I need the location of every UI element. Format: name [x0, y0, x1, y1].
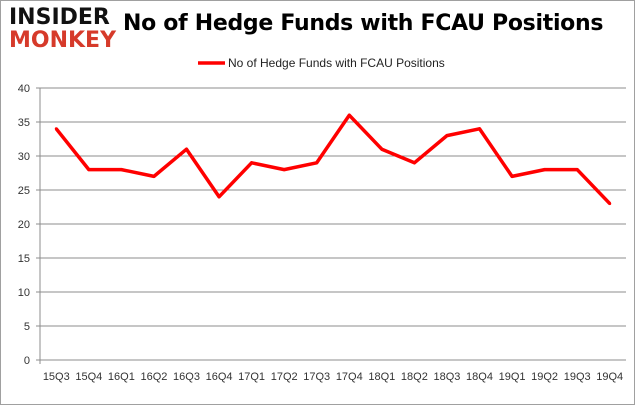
y-tick-label: 0	[24, 355, 30, 367]
insider-monkey-logo: INSIDER MONKEY	[9, 7, 119, 53]
data-point	[543, 168, 547, 172]
data-point	[478, 127, 481, 131]
x-tick-label: 15Q4	[75, 371, 102, 383]
x-tick-label: 16Q3	[173, 371, 200, 383]
y-tick-label: 15	[18, 253, 30, 265]
y-tick-label: 20	[18, 219, 30, 231]
data-point	[445, 134, 449, 138]
data-point	[282, 168, 286, 172]
x-tick-label: 16Q4	[206, 371, 233, 383]
data-point	[119, 168, 123, 172]
data-point	[185, 147, 188, 151]
data-point	[608, 202, 612, 206]
x-tick-label: 18Q3	[433, 371, 460, 383]
data-point	[87, 168, 91, 172]
x-tick-label: 17Q2	[271, 371, 298, 383]
x-tick-label: 18Q4	[466, 371, 493, 383]
data-point	[510, 174, 514, 178]
x-tick-label: 19Q2	[531, 371, 558, 383]
legend-label: No of Hedge Funds with FCAU Positions	[228, 56, 445, 70]
logo-line-2: MONKEY	[9, 28, 117, 53]
data-point	[347, 113, 351, 117]
logo-line-1: INSIDER	[9, 5, 110, 30]
y-tick-label: 40	[18, 83, 30, 95]
y-tick-label: 10	[18, 287, 30, 299]
y-tick-label: 30	[18, 151, 30, 163]
chart-title: No of Hedge Funds with FCAU Positions	[123, 11, 604, 36]
data-point	[250, 161, 254, 165]
data-point	[217, 195, 221, 199]
data-point	[315, 161, 319, 165]
data-point	[412, 161, 416, 165]
x-tick-label: 19Q4	[596, 371, 623, 383]
x-tick-label: 16Q1	[108, 371, 135, 383]
data-point	[380, 147, 384, 151]
data-point	[152, 174, 156, 178]
y-tick-label: 35	[18, 117, 30, 129]
x-tick-label: 17Q4	[336, 371, 363, 383]
data-point	[54, 127, 58, 131]
x-tick-label: 18Q2	[401, 371, 428, 383]
x-tick-label: 17Q3	[303, 371, 330, 383]
data-point	[575, 168, 579, 172]
x-tick-label: 19Q1	[499, 371, 526, 383]
x-tick-label: 17Q1	[238, 371, 265, 383]
x-tick-label: 16Q2	[140, 371, 167, 383]
x-tick-label: 19Q3	[564, 371, 591, 383]
x-tick-label: 15Q3	[43, 371, 70, 383]
y-tick-label: 5	[24, 321, 30, 333]
y-tick-label: 25	[18, 185, 30, 197]
x-tick-label: 18Q1	[368, 371, 395, 383]
series-line	[54, 113, 611, 205]
